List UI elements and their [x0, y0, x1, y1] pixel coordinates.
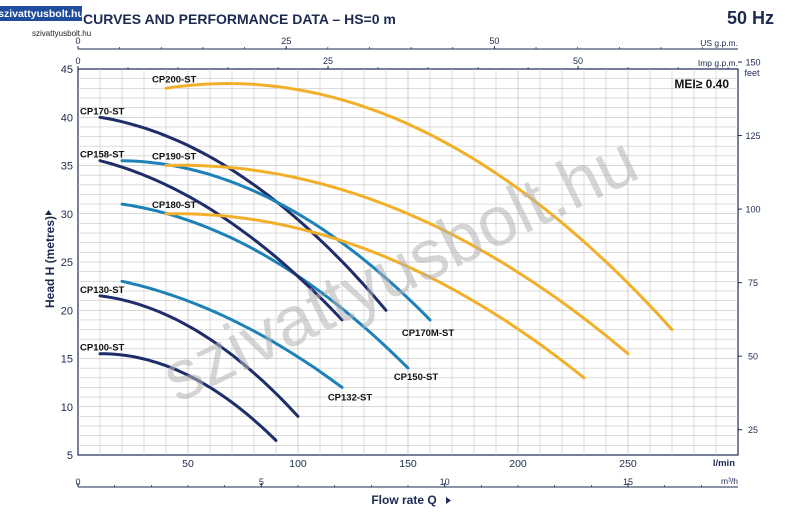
- curve-cp200-st: [164, 81, 674, 332]
- x-tick-label: 100: [289, 458, 307, 470]
- mei-label: MEI≥ 0.40: [674, 77, 729, 91]
- curve-label-cp170m-st: CP170M-ST: [402, 328, 454, 339]
- y-tick-label: 5: [67, 450, 73, 462]
- curve-label-cp130-st: CP130-ST: [80, 285, 125, 296]
- feet-tick-label: 50: [748, 352, 758, 362]
- curve-label-cp150-st: CP150-ST: [394, 372, 439, 383]
- m3h-tick-label: 0: [75, 477, 80, 487]
- curve-cp130-st: [98, 294, 300, 418]
- y-tick-label: 15: [61, 354, 73, 366]
- curve-label-cp132-st: CP132-ST: [328, 392, 373, 403]
- x-tick-label: 250: [619, 458, 637, 470]
- curve-label-cp190-st: CP190-ST: [152, 152, 197, 163]
- curve-cp100-st: [98, 352, 278, 442]
- frequency-label: 50 Hz: [727, 8, 774, 28]
- y-tick-label: 20: [61, 305, 73, 317]
- y-tick-label: 45: [61, 64, 73, 76]
- y-tick-label: 35: [61, 161, 73, 173]
- y-axis-ticks: 5 10 15 20 25 30 35 40 45: [61, 64, 73, 462]
- x-tick-label: 200: [509, 458, 527, 470]
- us-gpm-axis: 0 25 50 US g.p.m.: [75, 36, 738, 50]
- axis-tick-label: 0: [75, 36, 80, 46]
- x-tick-label: 50: [182, 458, 194, 470]
- feet-tick-label: 25: [748, 425, 758, 435]
- y-tick-label: 40: [61, 112, 73, 124]
- us-gpm-unit: US g.p.m.: [700, 38, 738, 48]
- imp-gpm-axis: 0 25 50 Imp g.p.m.: [75, 56, 738, 70]
- feet-axis-ticks: 25 50 75 100 125 150: [738, 58, 761, 435]
- x-axis-ticks: 50 100 150 200 250: [182, 458, 637, 470]
- site-url: szivattyusbolt.hu: [32, 29, 91, 38]
- curve-label-cp158-st: CP158-ST: [80, 150, 125, 161]
- curve-label-cp180-st: CP180-ST: [152, 200, 197, 211]
- feet-tick-label: 100: [745, 205, 760, 215]
- curve-label-cp100-st: CP100-ST: [80, 343, 125, 354]
- axis-tick-label: 0: [75, 56, 80, 66]
- y-tick-label: 30: [61, 209, 73, 221]
- curve-labels: CP100-ST CP130-ST CP132-ST CP150-ST CP158-ST…: [80, 74, 454, 403]
- axis-tick-label: 25: [281, 36, 291, 46]
- m3h-tick-label: 15: [623, 477, 633, 487]
- curve-cp180-st: [164, 212, 586, 380]
- site-badge-text: szivattyusbolt.hu: [0, 8, 84, 20]
- feet-tick-label: 150: [745, 58, 760, 68]
- curve-cp190-st: [164, 163, 630, 356]
- m3h-axis-ticks: 0 5 10 15: [75, 477, 702, 487]
- grid: [78, 69, 738, 455]
- m3h-unit: m³/h: [721, 476, 738, 486]
- x-axis-title: Flow rate Q: [371, 493, 436, 507]
- y-axis-arrow-icon: [45, 210, 52, 215]
- chart-title: CURVES AND PERFORMANCE DATA – HS=0 m: [83, 11, 396, 27]
- pump-curves: [98, 81, 674, 442]
- curve-label-cp170-st: CP170-ST: [80, 106, 125, 117]
- axis-tick-label: 50: [489, 36, 499, 46]
- curve-label-cp200-st: CP200-ST: [152, 74, 197, 85]
- feet-unit: feet: [744, 68, 760, 78]
- y-axis-title: Head H (metres): [43, 216, 57, 308]
- m3h-tick-label: 10: [440, 477, 450, 487]
- y-tick-label: 25: [61, 257, 73, 269]
- axis-tick-label: 25: [323, 56, 333, 66]
- feet-tick-label: 125: [745, 131, 760, 141]
- site-badge-bg: [0, 6, 82, 21]
- curve-cp170-st: [98, 115, 388, 312]
- lmin-unit: l/min: [713, 458, 735, 469]
- axis-tick-label: 50: [573, 56, 583, 66]
- curve-cp132-st: [120, 279, 344, 389]
- feet-tick-label: 75: [748, 278, 758, 288]
- x-tick-label: 150: [399, 458, 417, 470]
- m3h-tick-label: 5: [259, 477, 264, 487]
- x-axis-arrow-icon: [446, 497, 451, 504]
- imp-gpm-unit: Imp g.p.m.: [698, 58, 738, 68]
- site-badge[interactable]: szivattyusbolt.hu: [0, 6, 84, 21]
- y-tick-label: 10: [61, 402, 73, 414]
